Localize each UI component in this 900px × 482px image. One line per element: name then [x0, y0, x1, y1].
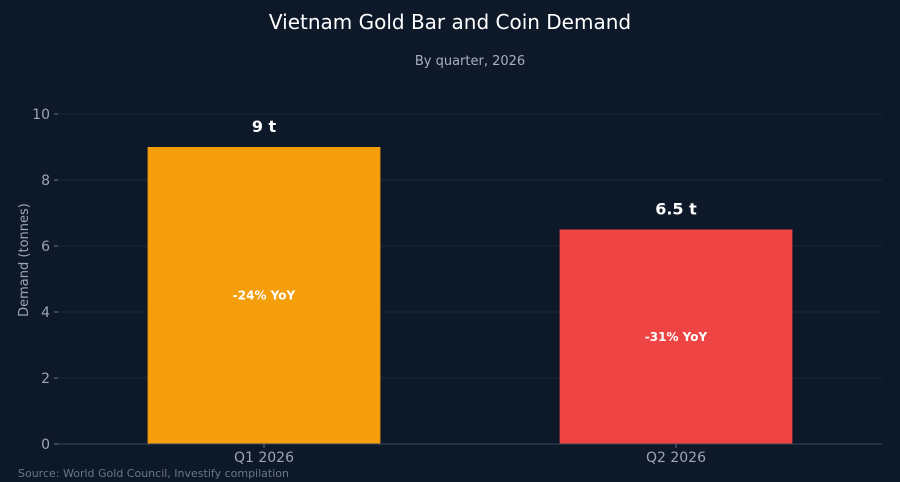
bar-annotation: -24% YoY [233, 289, 296, 303]
y-axis: 0 2 4 6 8 10 [32, 107, 58, 453]
y-tick-label: 4 [41, 305, 50, 321]
x-axis: Q1 2026 Q2 2026 [234, 444, 706, 466]
y-tick-label: 10 [32, 107, 50, 123]
x-tick-label: Q1 2026 [234, 450, 294, 466]
bar [147, 147, 381, 444]
source-note: Source: World Gold Council, Investify co… [18, 467, 289, 480]
y-axis-title: Demand (tonnes) [17, 203, 32, 317]
bars: 9 t -24% YoY 6.5 t -31% YoY [147, 117, 793, 444]
bar-annotation: -31% YoY [645, 330, 708, 344]
y-tick-label: 6 [41, 239, 50, 255]
chart-title: Vietnam Gold Bar and Coin Demand [269, 10, 631, 34]
bar-value-label: 9 t [252, 117, 277, 136]
y-tick-label: 0 [41, 437, 50, 453]
y-tick-label: 2 [41, 371, 50, 387]
chart-subtitle: By quarter, 2026 [415, 54, 525, 69]
bar [559, 229, 793, 444]
x-tick-label: Q2 2026 [646, 450, 706, 466]
bar-value-label: 6.5 t [655, 200, 697, 219]
y-tick-label: 8 [41, 173, 50, 189]
